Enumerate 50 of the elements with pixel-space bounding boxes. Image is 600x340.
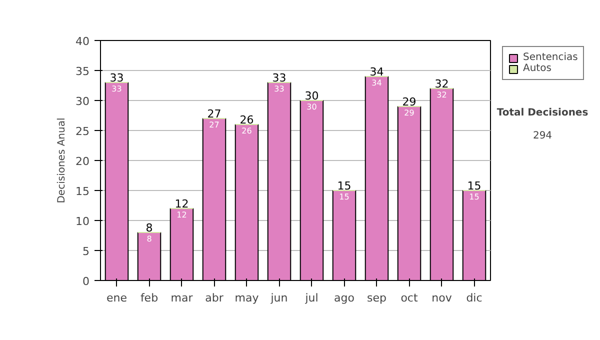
y-tick-label: 25 [76,125,90,138]
data-label: 30 [306,102,317,112]
x-tick-label: abr [205,292,224,304]
text: 294 [532,130,552,142]
total-label: 15 [337,180,352,192]
data-label: 15 [339,192,350,202]
y-tick-label: 5 [82,245,90,258]
data-label: 15 [469,192,480,202]
data-label: 29 [404,108,414,118]
x-tick-label: ene [106,292,128,304]
total-label: 29 [402,96,416,108]
data-label: 33 [112,84,122,94]
total-label: 34 [370,66,384,78]
data-label: 33 [274,84,284,94]
total-label: 8 [146,222,153,234]
y-axis-title: Decisiones Anual [56,118,68,204]
y-tick-label: 10 [76,215,90,228]
data-label: 27 [209,120,220,130]
total-label: 12 [174,198,189,210]
legend-label: Autos [523,63,552,74]
y-tick-label: 15 [76,185,90,198]
x-tick-label: feb [140,292,158,304]
data-label: 8 [146,234,152,244]
x-tick-label: mar [170,292,194,304]
total-label: 27 [207,108,222,120]
y-tick-label: 35 [76,65,90,78]
x-tick-label: sep [367,292,387,304]
x-tick-label: ago [334,292,355,304]
x-tick-label: jul [304,292,318,304]
total-label: 33 [110,72,124,84]
y-tick-label: 0 [82,275,90,288]
data-label: 26 [242,126,252,136]
x-tick-label: jun [270,292,288,304]
total-label: 26 [240,114,254,126]
x-tick-label: may [234,292,260,304]
x-tick-label: nov [432,292,452,304]
total-label: 32 [434,78,449,90]
total-label: 33 [272,72,286,84]
x-tick-label: dic [466,292,482,304]
data-label: 34 [372,78,382,88]
y-tick-label: 20 [76,155,90,168]
x-tick-label: oct [400,292,418,304]
data-label: 32 [436,90,447,100]
y-tick-label: 40 [76,35,90,48]
legend-label: Sentencias [523,52,578,63]
y-tick-label: 30 [76,95,90,108]
text: Total Decisiones [496,108,588,118]
total-label: 30 [304,90,319,102]
total-label: 15 [467,180,482,192]
data-label: 12 [176,210,187,220]
